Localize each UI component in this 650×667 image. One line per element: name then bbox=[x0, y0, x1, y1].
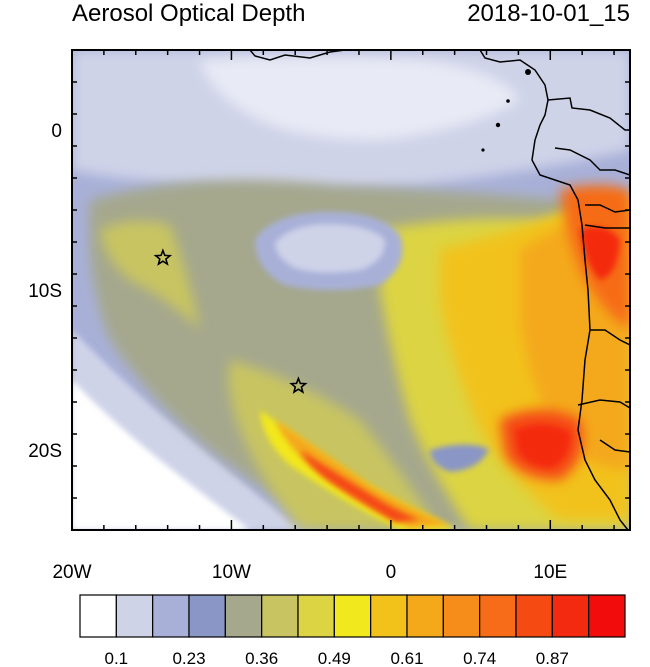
colorbar-label: 0.49 bbox=[318, 649, 351, 667]
map-title: Aerosol Optical Depth bbox=[72, 0, 306, 27]
colorbar-swatch bbox=[79, 594, 117, 638]
colorbar-swatch bbox=[115, 594, 154, 638]
lon-tick-labels: 20W 10W 0 10E bbox=[52, 562, 567, 583]
colorbar-swatch bbox=[224, 594, 263, 638]
lat-tick-label: 0 bbox=[51, 121, 62, 142]
station-markers bbox=[153, 248, 308, 394]
colorbar-swatch bbox=[152, 594, 190, 638]
colorbar-label: 0.36 bbox=[245, 649, 278, 667]
colorbar-label: 0.1 bbox=[105, 649, 129, 667]
colorbar-label: 0.74 bbox=[463, 649, 496, 667]
star-marker-1 bbox=[153, 248, 173, 266]
colorbar-label: 0.61 bbox=[390, 649, 423, 667]
colorbar-swatch bbox=[479, 594, 517, 638]
axis-ticks bbox=[71, 49, 630, 531]
coastline bbox=[249, 50, 630, 530]
plot-frame bbox=[71, 49, 631, 531]
map-timestamp: 2018-10-01_15 bbox=[467, 0, 630, 27]
aod-field bbox=[72, 50, 630, 530]
colorbar-swatch bbox=[333, 594, 372, 638]
colorbar-labels: 0.1 0.23 0.36 0.49 0.61 0.74 0.87 bbox=[105, 649, 569, 667]
colorbar-swatch bbox=[588, 594, 626, 638]
colorbar-label: 0.23 bbox=[172, 649, 205, 667]
colorbar-swatch bbox=[370, 594, 408, 638]
colorbar-swatch bbox=[551, 594, 590, 638]
colorbar-swatch bbox=[515, 594, 553, 638]
lon-tick-label: 20W bbox=[52, 562, 91, 583]
lat-tick-label: 10S bbox=[28, 281, 62, 302]
colorbar-swatch bbox=[261, 594, 299, 638]
islands bbox=[481, 69, 531, 152]
lon-tick-label: 0 bbox=[386, 562, 397, 583]
colorbar bbox=[79, 594, 626, 638]
colorbar-swatch bbox=[297, 594, 335, 638]
lat-tick-labels: 0 10S 20S bbox=[28, 121, 62, 462]
lon-tick-label: 10W bbox=[212, 562, 251, 583]
colorbar-swatch bbox=[188, 594, 226, 638]
star-marker-2 bbox=[289, 376, 308, 394]
colorbar-swatch bbox=[406, 594, 444, 638]
colorbar-swatch bbox=[442, 594, 481, 638]
colorbar-label: 0.87 bbox=[536, 649, 569, 667]
lat-tick-label: 20S bbox=[28, 441, 62, 462]
lon-tick-label: 10E bbox=[533, 562, 567, 583]
